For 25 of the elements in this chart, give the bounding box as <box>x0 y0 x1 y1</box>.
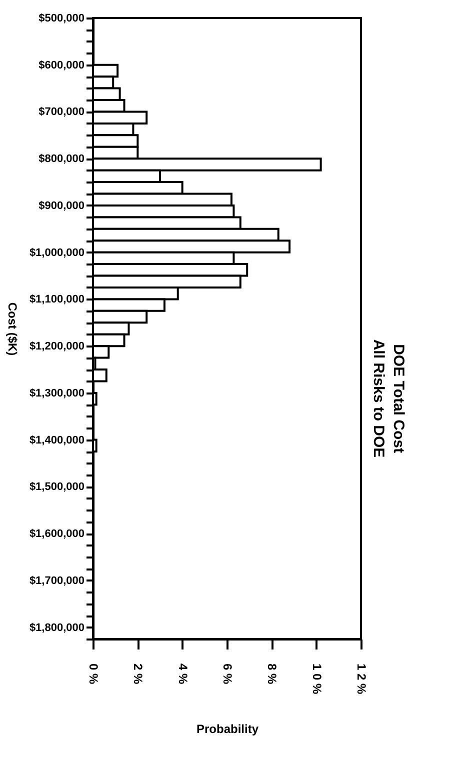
y-tick-label: $1,200,000 <box>29 340 84 353</box>
y-tick-label: $1,300,000 <box>29 387 84 400</box>
y-tick-label: $700,000 <box>38 106 84 118</box>
y-tick-label: $1,500,000 <box>29 481 84 494</box>
text: DOE Total Cost <box>390 344 407 453</box>
y-tick-label: $1,100,000 <box>29 294 84 306</box>
x-axis-title: Probability <box>196 722 259 736</box>
x-tick-label: 8 % <box>265 664 280 685</box>
y-tick-label: $1,000,000 <box>29 246 84 259</box>
y-tick-label: $600,000 <box>38 59 84 72</box>
x-tick-label: 2 % <box>131 664 146 685</box>
y-axis-title: Cost ($K) <box>5 302 20 356</box>
x-tick-label: 1 0 % <box>310 664 324 695</box>
y-tick-label: $1,700,000 <box>29 574 84 587</box>
y-tick-label: $500,000 <box>38 12 84 24</box>
y-tick-label: $1,400,000 <box>29 434 84 446</box>
x-tick-label: 1 2 % <box>354 664 368 695</box>
y-tick-label: $1,600,000 <box>29 528 84 540</box>
y-tick-label: $1,800,000 <box>29 622 84 634</box>
x-tick-label: 0 % <box>86 664 100 685</box>
x-tick-label: 6 % <box>220 664 234 685</box>
x-tick-label: 4 % <box>176 664 190 685</box>
text: All Risks to DOE <box>370 339 387 458</box>
y-tick-label: $900,000 <box>38 200 84 212</box>
y-tick-label: $800,000 <box>38 153 84 166</box>
